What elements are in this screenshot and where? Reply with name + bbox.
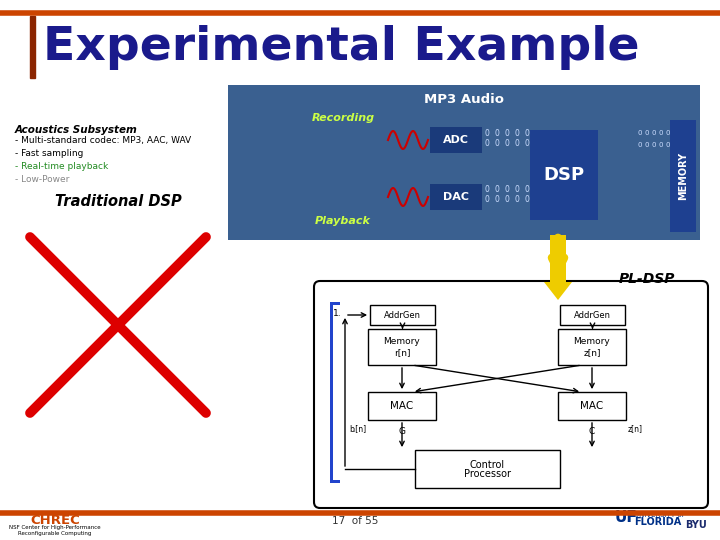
Text: 0: 0 — [495, 195, 500, 205]
Text: DSP: DSP — [544, 166, 585, 184]
Bar — [560, 305, 625, 325]
Bar — [670, 120, 696, 232]
Text: MAC: MAC — [390, 401, 413, 411]
Text: 0: 0 — [659, 142, 663, 148]
Text: bₗ[n]: bₗ[n] — [349, 424, 366, 433]
Text: 0: 0 — [525, 186, 529, 194]
Text: - Fast sampling: - Fast sampling — [15, 149, 84, 158]
Text: MEMORY: MEMORY — [678, 152, 688, 200]
Text: FLORIDA: FLORIDA — [634, 517, 681, 527]
Text: AddrGen: AddrGen — [574, 310, 611, 320]
Text: 0: 0 — [638, 142, 642, 148]
Text: 0: 0 — [485, 138, 490, 147]
Text: ADC: ADC — [443, 135, 469, 145]
Text: 0: 0 — [652, 130, 656, 136]
Text: - Multi-standard codec: MP3, AAC, WAV: - Multi-standard codec: MP3, AAC, WAV — [15, 136, 191, 145]
Text: 0: 0 — [659, 130, 663, 136]
Text: Memory
z[n]: Memory z[n] — [574, 337, 611, 357]
Text: 0: 0 — [515, 138, 519, 147]
Text: 0: 0 — [666, 142, 670, 148]
Text: 0: 0 — [505, 195, 510, 205]
Text: 0: 0 — [505, 138, 510, 147]
Text: 0: 0 — [652, 142, 656, 148]
Text: 0: 0 — [644, 142, 649, 148]
Text: Control: Control — [470, 460, 505, 470]
Text: - Low-Power: - Low-Power — [15, 175, 69, 184]
Text: PL-DSP: PL-DSP — [618, 272, 675, 286]
Text: 0: 0 — [515, 129, 519, 138]
Text: 0: 0 — [515, 195, 519, 205]
Text: 0: 0 — [495, 138, 500, 147]
Text: 0: 0 — [485, 129, 490, 138]
Text: Playback: Playback — [315, 216, 371, 226]
Text: G: G — [398, 428, 405, 436]
Text: 0: 0 — [505, 129, 510, 138]
Text: 0: 0 — [644, 130, 649, 136]
Bar — [550, 235, 566, 282]
Text: 0: 0 — [666, 130, 670, 136]
Polygon shape — [544, 282, 572, 300]
Text: C: C — [589, 428, 595, 436]
Bar — [530, 130, 598, 220]
Bar — [330, 302, 340, 305]
Bar — [430, 127, 482, 153]
Bar — [558, 392, 626, 420]
Bar — [368, 329, 436, 365]
FancyBboxPatch shape — [314, 281, 708, 508]
Text: Experimental Example: Experimental Example — [43, 24, 639, 70]
Text: 0: 0 — [638, 130, 642, 136]
Bar — [30, 16, 35, 78]
Text: 0: 0 — [525, 195, 529, 205]
Bar — [558, 329, 626, 365]
Text: 0: 0 — [485, 195, 490, 205]
Text: DAC: DAC — [443, 192, 469, 202]
Text: Recording: Recording — [312, 113, 374, 123]
Bar — [368, 392, 436, 420]
Text: NSF Center for High-Performance: NSF Center for High-Performance — [9, 525, 101, 530]
Text: Acoustics Subsystem: Acoustics Subsystem — [15, 125, 138, 135]
Bar — [228, 85, 700, 240]
Bar — [415, 450, 560, 488]
Text: 0: 0 — [505, 186, 510, 194]
Text: CHREC: CHREC — [30, 514, 80, 526]
Text: Memory
r[n]: Memory r[n] — [384, 337, 420, 357]
Bar — [330, 302, 333, 483]
Text: - Real-time playback: - Real-time playback — [15, 162, 108, 171]
Text: 0: 0 — [495, 186, 500, 194]
Text: Traditional DSP: Traditional DSP — [55, 194, 181, 210]
Text: AddrGen: AddrGen — [384, 310, 421, 320]
Text: Reconfigurable Computing: Reconfigurable Computing — [18, 530, 91, 536]
Text: MAC: MAC — [580, 401, 603, 411]
Text: 17  of 55: 17 of 55 — [332, 516, 378, 526]
Text: 0: 0 — [525, 129, 529, 138]
Text: 0: 0 — [515, 186, 519, 194]
Bar — [330, 480, 340, 483]
Text: 0: 0 — [485, 186, 490, 194]
Text: 1.: 1. — [333, 308, 342, 318]
Text: UF: UF — [615, 510, 638, 525]
Text: BYU: BYU — [685, 520, 707, 530]
Text: MP3 Audio: MP3 Audio — [424, 93, 504, 106]
Bar — [430, 184, 482, 210]
Text: Processor: Processor — [464, 469, 511, 479]
Text: z[n]: z[n] — [628, 424, 643, 433]
Text: UNIVERSITY of: UNIVERSITY of — [634, 512, 684, 518]
Text: 0: 0 — [495, 129, 500, 138]
Bar — [370, 305, 435, 325]
Text: 0: 0 — [525, 138, 529, 147]
